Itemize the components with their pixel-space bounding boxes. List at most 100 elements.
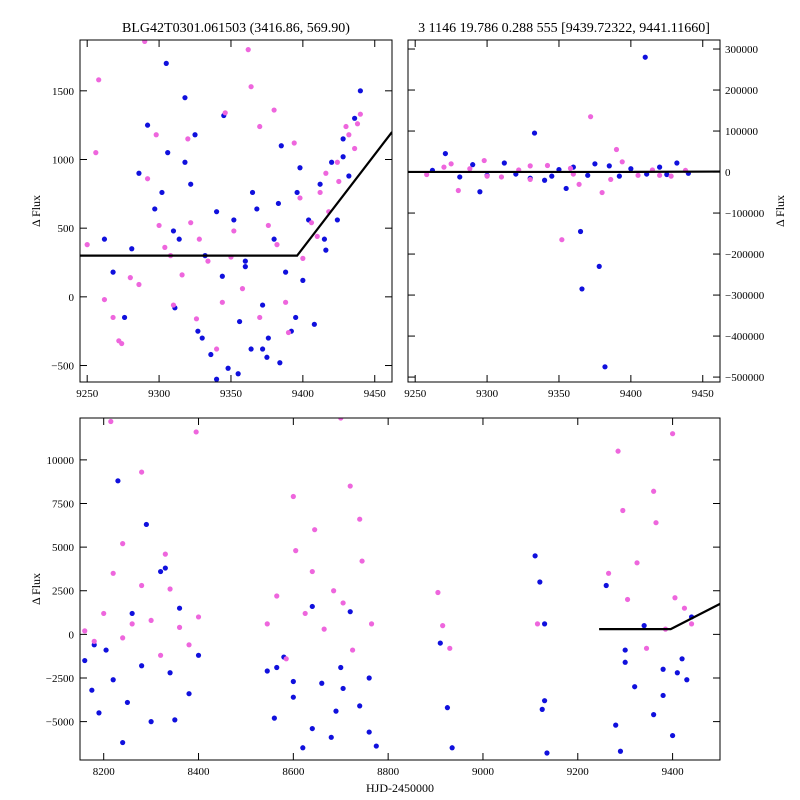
top-right-series-0-point [628,166,634,172]
top-left-series-0-point [136,170,142,176]
bottom-series-0-point [186,691,192,697]
bottom-series-1-point [162,551,168,557]
y-tick-label: 1000 [52,154,75,166]
top-right-series-1-point [484,173,490,179]
top-left-series-1-point [188,220,194,226]
bottom-series-1-point [331,588,337,594]
bottom-series-0-point [129,610,135,617]
bottom-series-0-point [347,609,353,615]
bottom-series-1-point [129,621,135,627]
x-tick-label: 8200 [93,766,116,778]
top-left-series-0-point [271,236,277,242]
bottom-series-0-point [338,664,344,671]
top-right-frame [407,39,721,383]
top-left-series-0-point [159,189,165,196]
bottom-series-1-point [101,610,107,617]
top-left-series-0-point [317,181,323,187]
bottom-series-0-point [274,664,280,671]
bottom-series-1-point [624,596,631,603]
top-right-points [424,54,691,370]
top-right-series-1-point [498,174,505,180]
bottom-series-1-point [120,635,126,641]
top-left-series-1-point [127,275,133,281]
top-left-series-0-point [293,314,299,321]
y-tick-label: −300000 [725,290,765,302]
top-right-series-0-point [501,160,507,166]
top-left-series-0-point [352,115,358,121]
bottom-series-0-point [162,565,168,571]
top-left-series-1-point [205,258,211,264]
top-left-series-0-point [101,236,108,242]
y-tick-label: 2500 [52,586,75,598]
top-left-series-0-point [152,206,158,212]
top-left-series-1-point [357,111,363,117]
bottom-series-0-point [622,647,628,653]
bottom-series-1-point [148,617,154,624]
top-left-series-1-point [231,228,237,234]
top-right-series-0-point [657,164,663,170]
bottom-series-1-point [176,624,183,630]
top-left-series-1-point [179,272,185,278]
top-left-series-1-point [265,222,271,229]
bottom-series-0-point [651,712,657,718]
top-left-series-0-point [275,200,282,207]
top-left-series-0-point [254,206,260,212]
top-left-series-0-point [163,60,169,66]
top-left-series-0-point [176,236,182,242]
panel-top-right: 9250 9300 9350 9400 9450 −500000 −400000 −30000… [404,39,787,400]
y-tick-label: 1500 [52,86,75,98]
top-right-series-1-point [544,162,551,169]
top-right-series-1-point [467,166,473,172]
bottom-series-1-point [534,621,541,627]
top-left-series-0-point [278,143,284,149]
top-left-series-1-point [153,132,159,138]
bottom-series-0-point [366,729,372,735]
y-tick-label: 500 [58,223,75,235]
top-left-series-0-point [329,159,335,165]
top-right-series-1-point [613,146,620,153]
top-left-series-0-point [283,269,289,275]
top-left-series-1-point [352,145,358,152]
bottom-series-0-point [617,748,624,754]
bottom-series-0-point [357,703,363,709]
x-tick-label: 8800 [377,766,400,778]
top-left-series-1-point [274,242,280,248]
bottom-series-1-point [283,656,289,662]
top-right-series-0-point [541,177,548,183]
top-left-series-1-point [291,140,297,146]
top-right-series-0-point [457,174,463,180]
top-left-series-1-point [343,123,349,130]
bottom-series-0-point [82,657,88,664]
top-right-series-0-point [477,189,483,195]
bottom-series-1-point [91,638,97,644]
x-tick-label: 9250 [76,388,99,400]
y-tick-label: 200000 [725,85,759,97]
bottom-series-1-point [82,628,88,634]
bottom-series-1-point [139,582,145,589]
bottom-series-0-point [333,708,339,714]
y-tick-label: −500 [51,361,74,373]
top-right-series-1-point [567,165,574,171]
top-right-series-1-point [576,181,582,187]
bottom-series-1-point [368,621,375,627]
bottom-series-0-point [660,666,666,672]
bottom-series-1-point [290,493,296,500]
top-left-series-0-point [259,302,266,308]
y-tick-label: −2500 [46,673,75,685]
top-left-series-0-point [213,209,220,215]
bottom-series-1-point [167,586,173,592]
bottom-series-1-point [264,621,270,627]
top-left-series-0-point [165,150,171,156]
bottom-series-1-point [643,645,650,651]
top-left-series-1-point [271,107,277,113]
top-left-series-1-point [314,233,320,240]
top-left-series-1-point [257,123,263,130]
top-left-series-0-point [235,371,241,377]
bottom-series-1-point [634,560,640,566]
bottom-series-0-point [532,553,538,559]
top-left-points [84,40,363,382]
top-right-series-1-point [527,163,533,169]
top-right-series-0-point [577,228,584,235]
top-left-series-0-point [311,321,317,327]
